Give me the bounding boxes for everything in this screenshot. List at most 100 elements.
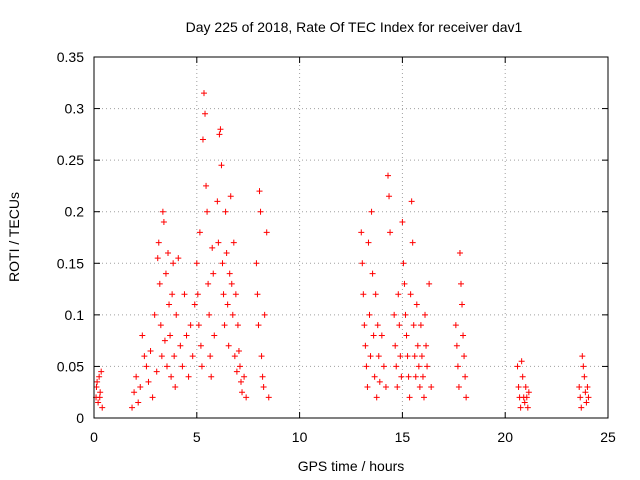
data-point [368,208,375,215]
data-point [521,399,528,406]
data-point [522,384,529,391]
data-point [523,394,530,401]
data-point [582,389,589,396]
data-point [374,322,381,329]
data-point [399,219,406,226]
data-point [229,311,236,318]
data-point [191,301,198,308]
data-point [196,229,203,236]
data-point [157,322,164,329]
data-point [402,311,409,318]
data-point [391,311,398,318]
data-point [585,394,592,401]
data-point [218,162,225,169]
data-point [195,322,202,329]
plot-frame [93,56,609,419]
data-point [241,373,248,380]
data-point [373,394,380,401]
grid [94,57,608,418]
data-point [517,404,524,411]
data-point [162,270,169,277]
data-point [411,353,418,360]
data-point [175,255,182,262]
data-point [415,363,422,370]
y-tick-label: 0.3 [65,101,85,117]
data-point [221,322,228,329]
data-point [230,239,237,246]
data-point [224,301,231,308]
data-point [372,291,379,298]
data-point [364,384,371,391]
data-point [581,373,588,380]
data-point [428,384,435,391]
data-point [576,384,583,391]
chart-title: Day 225 of 2018, Rate Of TEC Index for r… [186,19,523,35]
data-point [223,249,230,256]
data-point [202,110,209,117]
data-point [160,219,167,226]
data-point [204,208,211,215]
data-point [135,399,142,406]
data-point [168,373,175,380]
data-point [584,384,591,391]
data-point [145,378,152,385]
data-point [219,260,226,267]
data-point [395,291,402,298]
data-point [207,353,214,360]
data-point [254,291,261,298]
data-point [94,378,101,385]
data-point [154,255,161,262]
x-axis-label: GPS time / hours [298,458,405,474]
y-tick-label: 0.05 [57,358,84,374]
data-point [455,384,462,391]
data-point [159,208,166,215]
data-point [143,363,150,370]
data-point [199,136,206,143]
data-point [392,342,399,349]
data-point [97,389,104,396]
data-point [139,332,146,339]
data-point [456,249,463,256]
data-point [185,373,192,380]
data-point [360,291,367,298]
data-point [129,404,136,411]
data-point [519,373,526,380]
data-point [424,363,431,370]
data-point [133,373,140,380]
data-point [358,229,365,236]
data-point [211,332,218,339]
data-point [232,291,239,298]
data-point [371,373,378,380]
data-point [256,188,263,195]
data-point [220,291,227,298]
data-point [525,389,532,396]
y-tick-label: 0.25 [57,152,84,168]
data-point [459,301,466,308]
data-point [366,311,373,318]
data-point [263,229,270,236]
data-point [423,342,430,349]
data-point [206,311,213,318]
data-point [462,373,469,380]
data-point [393,363,400,370]
data-point [173,311,180,318]
data-point [382,384,389,391]
data-point [214,198,221,205]
data-point [583,399,590,406]
data-point [376,378,383,385]
data-point [233,368,240,375]
data-point [387,229,394,236]
data-point [200,90,207,97]
data-point [227,193,234,200]
data-point [194,291,201,298]
data-point [363,363,370,370]
data-point [163,363,170,370]
data-point [225,342,232,349]
data-point [365,239,372,246]
data-point [141,353,148,360]
data-point [260,384,267,391]
data-point [454,363,461,370]
data-points [93,90,592,411]
data-point [265,394,272,401]
x-tick-label: 20 [497,429,513,445]
